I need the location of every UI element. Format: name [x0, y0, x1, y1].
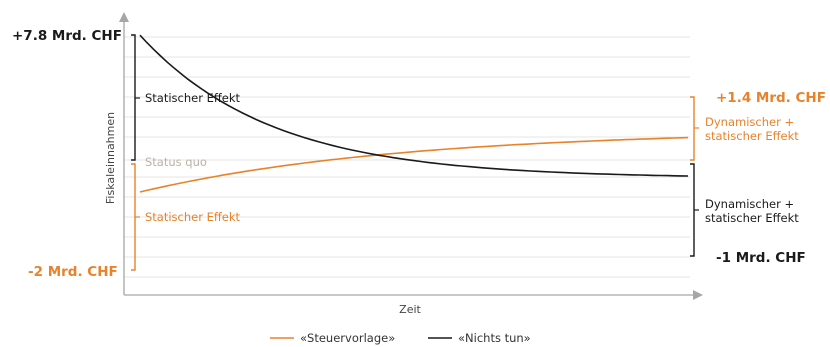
value-label-right-top: +1.4 Mrd. CHF [716, 90, 826, 106]
annotation-dynamic-effect-black-line2: statischer Effekt [705, 211, 799, 225]
grid-lines [124, 36, 690, 278]
bracket-right-dynamic-effect-black [690, 163, 695, 257]
value-label-left-top: +7.8 Mrd. CHF [12, 28, 122, 44]
legend: «Steuervorlage» «Nichts tun» [270, 331, 531, 345]
annotation-dynamic-effect-black-line1: Dynamischer + [705, 197, 794, 211]
legend-label-nichts-tun: «Nichts tun» [458, 331, 531, 345]
annotation-static-effect-black: Statischer Effekt [145, 91, 241, 105]
bracket-right-dynamic-effect-orange [690, 96, 695, 161]
annotation-static-effect-orange: Statischer Effekt [145, 210, 241, 224]
annotation-dynamic-effect-orange-line1: Dynamischer + [705, 115, 794, 129]
annotation-status-quo: Status quo [145, 155, 207, 169]
value-label-left-bottom: -2 Mrd. CHF [28, 264, 118, 280]
annotation-dynamic-effect-orange-line2: statischer Effekt [705, 129, 799, 143]
legend-label-steuervorlage: «Steuervorlage» [300, 331, 395, 345]
y-axis-title: Fiskaleinnahmen [104, 112, 117, 204]
x-axis-arrow [693, 290, 703, 300]
x-axis-title: Zeit [399, 303, 421, 316]
series-nichts-tun-line [139, 34, 689, 177]
series-steuervorlage-line [139, 136, 689, 193]
value-label-right-bottom: -1 Mrd. CHF [716, 250, 806, 266]
y-axis-arrow [119, 12, 129, 22]
